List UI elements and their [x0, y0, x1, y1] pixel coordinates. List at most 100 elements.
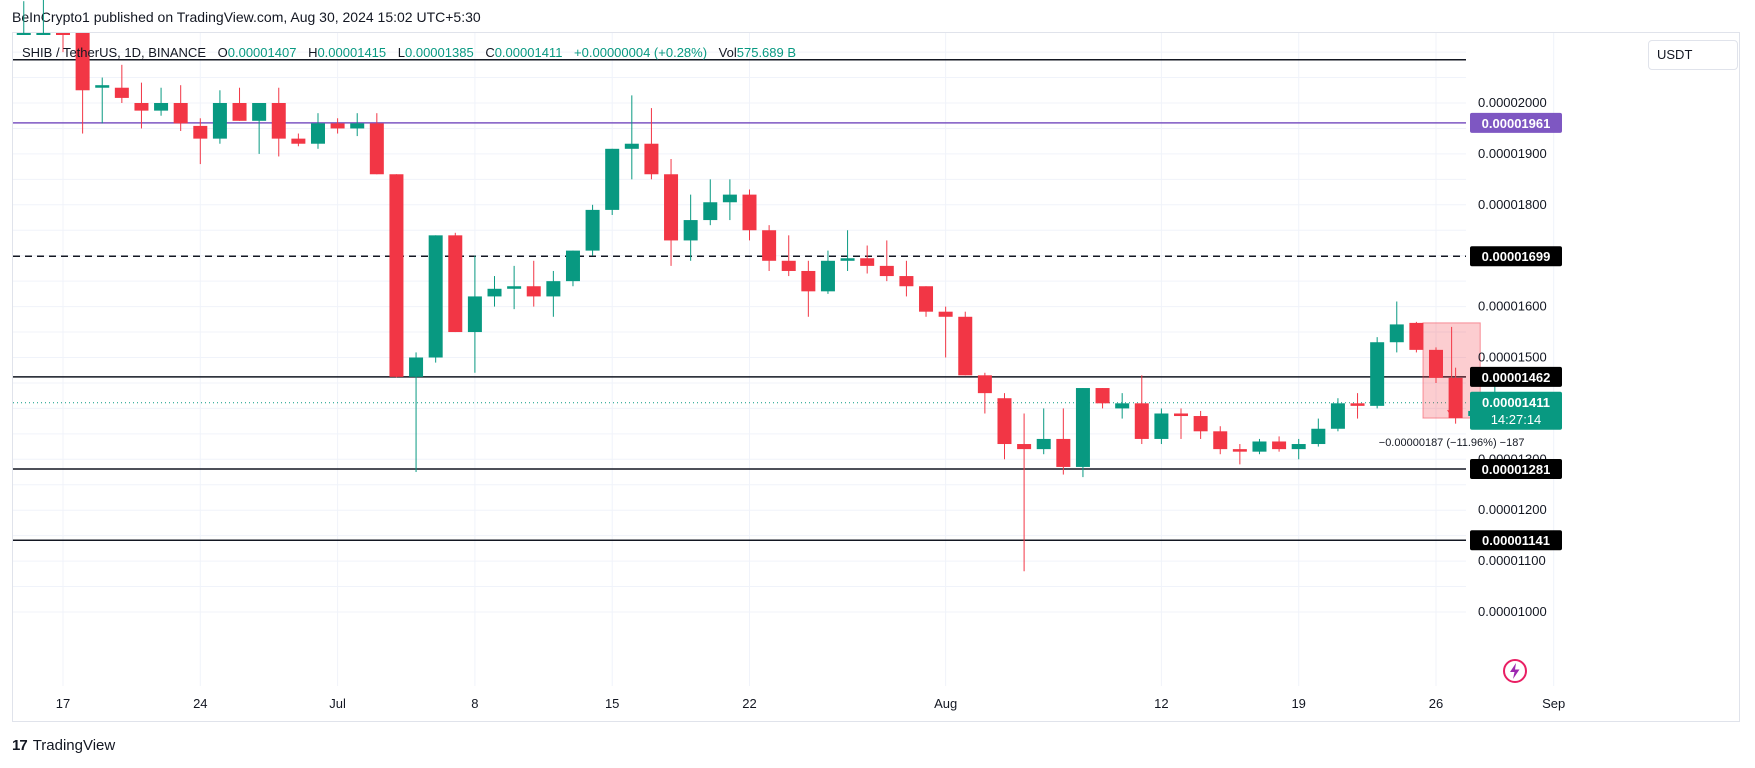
candle-body — [1075, 388, 1090, 467]
candle-body — [938, 311, 953, 317]
level-price-label: 0.00001281 — [1482, 462, 1551, 477]
candle-body — [820, 260, 835, 292]
candle-body — [173, 103, 188, 124]
level-price-badge — [1470, 112, 1562, 133]
candle — [75, 33, 90, 134]
horizontal-levels — [13, 58, 1466, 541]
candle-body — [860, 258, 875, 266]
candle — [1174, 408, 1189, 439]
candle — [840, 230, 855, 271]
time-tick-label: 24 — [193, 696, 207, 711]
candle-body — [664, 174, 679, 241]
candles — [16, 0, 1522, 572]
candle-body — [154, 103, 169, 111]
candle-body — [1389, 324, 1404, 343]
candle-body — [644, 143, 659, 175]
candle-body — [899, 276, 914, 287]
time-tick-label: Jul — [329, 696, 346, 711]
legend-high-value: 0.00001415 — [317, 45, 387, 60]
candle-body — [840, 258, 855, 261]
time-tick-label: 17 — [56, 696, 70, 711]
legend-change: +0.00000004 (+0.28%) — [574, 45, 708, 60]
candle-body — [1017, 444, 1032, 450]
candle — [1056, 408, 1071, 475]
measure-label: −0.00000187 (−11.96%) −187 — [1379, 437, 1525, 449]
legend-low-label: L — [397, 45, 405, 60]
time-tick-label: 12 — [1154, 696, 1168, 711]
candle-body — [958, 316, 973, 376]
candle-body — [526, 286, 541, 297]
candle — [134, 82, 149, 129]
price-tick-label: 0.00001200 — [1478, 502, 1547, 517]
candle — [762, 225, 777, 271]
publisher-text: BeInCrypto1 published on TradingView.com… — [12, 9, 481, 25]
candle — [350, 113, 365, 137]
candle-body — [369, 123, 384, 175]
candle — [369, 113, 384, 175]
countdown-label: 14:27:14 — [1491, 412, 1542, 427]
candle-body — [781, 260, 796, 271]
candle-body — [1095, 388, 1110, 404]
ohlc-legend: SHIB / TetherUS, 1D, BINANCE O0.00001407… — [22, 45, 796, 60]
candle — [1291, 438, 1306, 460]
currency-button[interactable]: USDT — [1648, 40, 1738, 70]
candle-body — [507, 286, 522, 289]
lightning-icon[interactable] — [1502, 658, 1528, 684]
price-tick-label: 0.00001600 — [1478, 299, 1547, 314]
candle — [1409, 321, 1424, 353]
legend-low-value: 0.00001385 — [405, 45, 474, 60]
candle — [1154, 408, 1169, 445]
time-tick-label: 8 — [471, 696, 478, 711]
time-axis: 17 24 Jul 8 15 22 Aug 12 19 26 Sep — [56, 696, 1565, 711]
candle — [546, 270, 561, 317]
level-price-badge — [1470, 458, 1562, 479]
candle-body — [1232, 449, 1247, 452]
candle — [683, 194, 698, 261]
candle-body — [350, 123, 365, 129]
candle — [173, 85, 188, 131]
candle — [860, 245, 875, 274]
candle-body — [409, 357, 424, 377]
candle-body — [134, 103, 149, 111]
candle-body — [703, 202, 718, 221]
time-tick-label: Aug — [934, 696, 957, 711]
candle-body — [291, 138, 306, 144]
candle-body — [75, 33, 90, 91]
candle-body — [624, 143, 639, 149]
candle — [448, 232, 463, 333]
legend-close-value: 0.00001411 — [494, 45, 563, 60]
candle — [1095, 388, 1110, 409]
candle — [330, 118, 345, 134]
current-price-label: 0.00001411 — [1482, 395, 1550, 410]
candle-body — [801, 270, 816, 292]
legend-symbol: SHIB / TetherUS, 1D, BINANCE — [22, 45, 206, 60]
candle-body — [389, 174, 404, 377]
candle-body — [448, 235, 463, 333]
candle — [1134, 375, 1149, 445]
candle — [1330, 398, 1345, 432]
candle — [899, 260, 914, 297]
candle — [467, 255, 482, 373]
candle — [1389, 301, 1404, 353]
price-tick-label: 0.00001100 — [1478, 553, 1546, 568]
candle — [114, 64, 129, 103]
candle — [781, 235, 796, 277]
price-tick-label: 0.00001500 — [1478, 350, 1547, 365]
candle-body — [997, 398, 1012, 445]
candle-body — [977, 375, 992, 394]
level-price-badge — [1470, 366, 1562, 387]
price-tick-label: 0.00001000 — [1478, 604, 1547, 619]
candle-body — [1330, 403, 1345, 429]
candle — [193, 118, 208, 165]
price-axis: 0.00002000 0.00001900 0.00001800 0.00001600… — [1478, 95, 1547, 619]
candle-body — [1429, 349, 1443, 378]
candle — [1232, 444, 1247, 465]
candle-body — [16, 33, 31, 35]
candle-body — [1350, 403, 1365, 406]
legend-open-value: 0.00001407 — [227, 45, 297, 60]
candle-body — [1409, 322, 1424, 350]
legend-open-label: O — [217, 45, 228, 60]
candle — [487, 276, 502, 307]
candle — [820, 250, 835, 294]
